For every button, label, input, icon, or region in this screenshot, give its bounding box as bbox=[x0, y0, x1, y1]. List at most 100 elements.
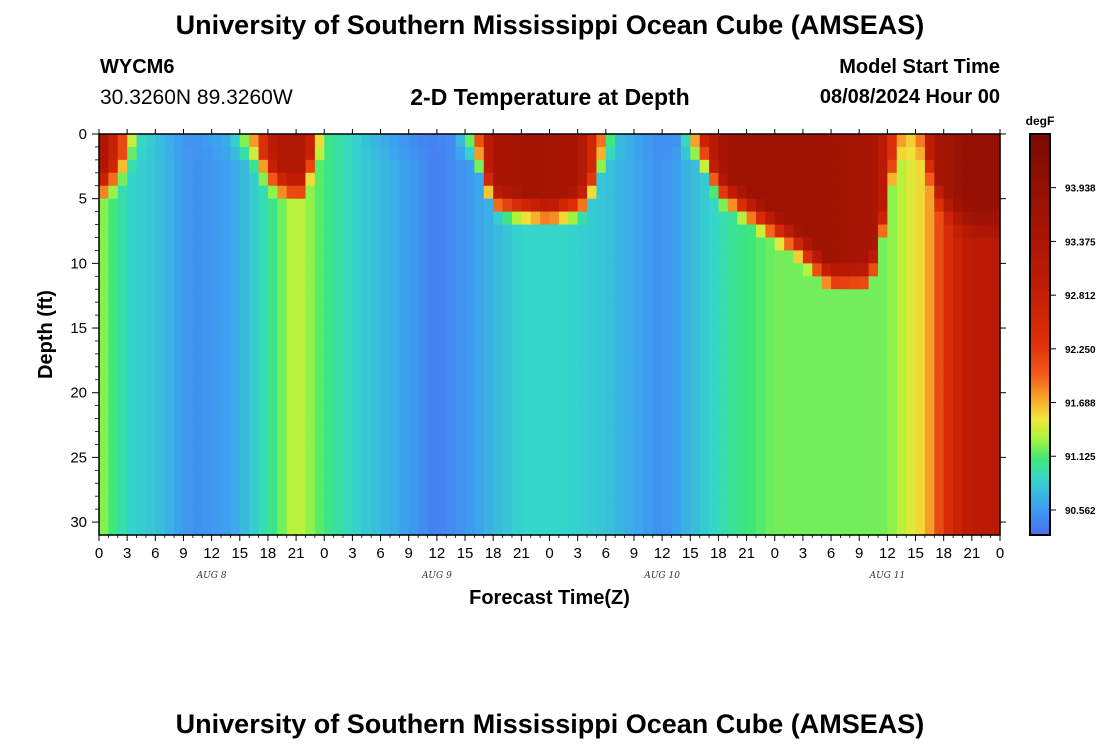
y-tick-label: 20 bbox=[70, 385, 87, 402]
heatmap-cell bbox=[709, 224, 720, 239]
heatmap-cell bbox=[540, 392, 551, 407]
heatmap-cell bbox=[502, 185, 513, 200]
heatmap-cell bbox=[699, 185, 710, 200]
heatmap-cell bbox=[662, 134, 673, 148]
heatmap-cell bbox=[474, 185, 485, 200]
heatmap-cell bbox=[296, 340, 307, 355]
heatmap-cell bbox=[192, 263, 203, 277]
heatmap-cell bbox=[183, 276, 194, 290]
heatmap-cell bbox=[324, 328, 335, 342]
heatmap-cell bbox=[831, 146, 842, 161]
heatmap-cell bbox=[990, 302, 1001, 316]
heatmap-cell bbox=[615, 392, 626, 407]
heatmap-cell bbox=[371, 405, 382, 420]
heatmap-cell bbox=[624, 302, 635, 316]
heatmap-cell bbox=[962, 470, 973, 484]
heatmap-cell bbox=[906, 185, 917, 200]
heatmap-cell bbox=[962, 185, 973, 200]
heatmap-cell bbox=[127, 366, 138, 381]
heatmap-cell bbox=[164, 263, 175, 277]
heatmap-cell bbox=[568, 509, 579, 523]
heatmap-cell bbox=[155, 172, 166, 187]
heatmap-cell bbox=[793, 405, 804, 420]
heatmap-cell bbox=[746, 250, 757, 264]
heatmap-cell bbox=[943, 289, 954, 303]
heatmap-cell bbox=[671, 379, 682, 394]
heatmap-cell bbox=[296, 483, 307, 497]
heatmap-cell bbox=[380, 224, 391, 239]
heatmap-cell bbox=[718, 198, 729, 213]
y-tick-label: 15 bbox=[70, 320, 87, 337]
heatmap-cell bbox=[849, 392, 860, 407]
heatmap-cell bbox=[277, 483, 288, 497]
heatmap-cell bbox=[746, 496, 757, 510]
heatmap-cell bbox=[493, 379, 504, 394]
heatmap-cell bbox=[389, 263, 400, 277]
heatmap-cell bbox=[174, 250, 185, 264]
heatmap-cell bbox=[108, 172, 119, 187]
heatmap-cell bbox=[136, 289, 147, 303]
heatmap-cell bbox=[615, 431, 626, 446]
heatmap-cell bbox=[727, 392, 738, 407]
heatmap-cell bbox=[793, 340, 804, 355]
heatmap-cell bbox=[587, 172, 598, 187]
heatmap-cell bbox=[868, 392, 879, 407]
heatmap-cell bbox=[483, 198, 494, 213]
heatmap-cell bbox=[587, 509, 598, 523]
heatmap-cell bbox=[343, 353, 354, 368]
heatmap-cell bbox=[145, 470, 156, 484]
heatmap-cell bbox=[990, 250, 1001, 264]
heatmap-cell bbox=[258, 263, 269, 277]
heatmap-cell bbox=[145, 340, 156, 355]
heatmap-cell bbox=[662, 457, 673, 471]
heatmap-cell bbox=[202, 185, 213, 200]
heatmap-cell bbox=[755, 185, 766, 200]
heatmap-cell bbox=[549, 289, 560, 303]
heatmap-cell bbox=[436, 496, 447, 510]
heatmap-cell bbox=[108, 379, 119, 394]
heatmap-cell bbox=[343, 483, 354, 497]
heatmap-cell bbox=[99, 418, 109, 433]
heatmap-cell bbox=[680, 315, 691, 329]
heatmap-cell bbox=[502, 470, 513, 484]
heatmap-cell bbox=[737, 431, 748, 446]
heatmap-cell bbox=[502, 353, 513, 368]
heatmap-cell bbox=[558, 340, 569, 355]
heatmap-cell bbox=[849, 198, 860, 213]
heatmap-cell bbox=[924, 457, 935, 471]
heatmap-cell bbox=[662, 289, 673, 303]
heatmap-cell bbox=[296, 328, 307, 342]
heatmap-cell bbox=[558, 198, 569, 213]
heatmap-cell bbox=[427, 366, 438, 381]
heatmap-cell bbox=[530, 405, 541, 420]
heatmap-cell bbox=[493, 237, 504, 252]
heatmap-cell bbox=[258, 172, 269, 187]
heatmap-cell bbox=[511, 353, 522, 368]
heatmap-cell bbox=[408, 470, 419, 484]
heatmap-cell bbox=[117, 315, 128, 329]
heatmap-cell bbox=[249, 470, 260, 484]
heatmap-cell bbox=[155, 134, 166, 148]
heatmap-cell bbox=[568, 457, 579, 471]
heatmap-cell bbox=[267, 431, 278, 446]
heatmap-cell bbox=[868, 146, 879, 161]
heatmap-cell bbox=[887, 224, 898, 239]
heatmap-cell bbox=[568, 211, 579, 226]
heatmap-cell bbox=[145, 379, 156, 394]
heatmap-cell bbox=[145, 328, 156, 342]
heatmap-cell bbox=[117, 211, 128, 226]
heatmap-cell bbox=[896, 366, 907, 381]
heatmap-cell bbox=[249, 392, 260, 407]
heatmap-cell bbox=[286, 353, 297, 368]
heatmap-cell bbox=[680, 353, 691, 368]
heatmap-cell bbox=[521, 159, 532, 174]
heatmap-cell bbox=[577, 457, 588, 471]
heatmap-cell bbox=[540, 353, 551, 368]
heatmap-cell bbox=[380, 328, 391, 342]
heatmap-cell bbox=[117, 483, 128, 497]
heatmap-cell bbox=[587, 263, 598, 277]
heatmap-cell bbox=[540, 509, 551, 523]
heatmap-cell bbox=[577, 315, 588, 329]
heatmap-cell bbox=[690, 509, 701, 523]
heatmap-cell bbox=[493, 470, 504, 484]
